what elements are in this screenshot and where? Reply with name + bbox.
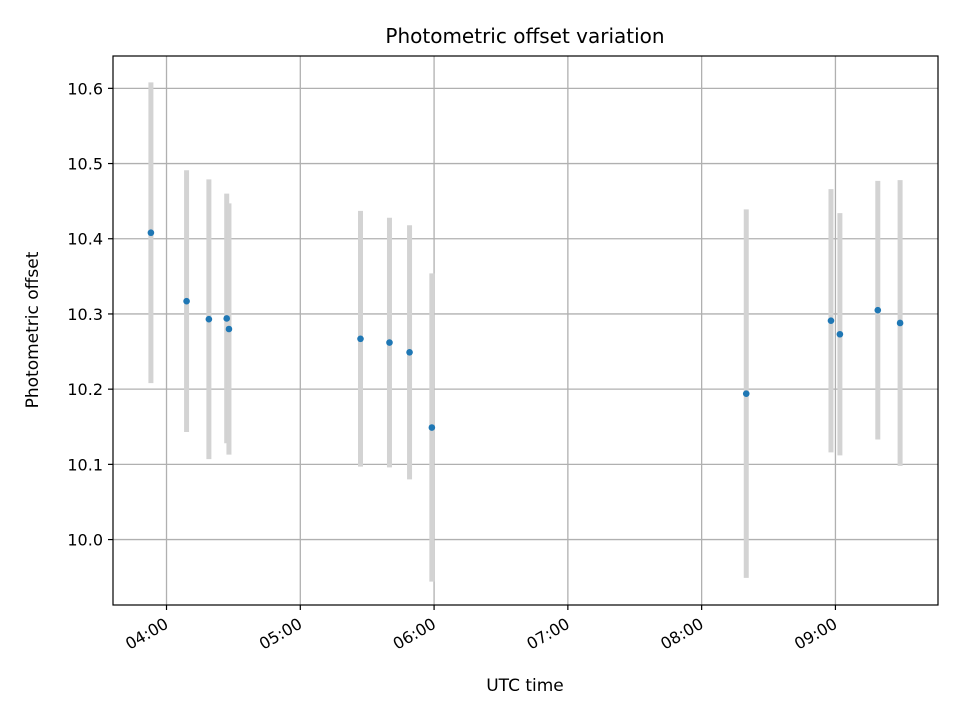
y-axis-label: Photometric offset	[23, 251, 43, 408]
data-point	[357, 335, 364, 343]
data-points	[147, 229, 904, 431]
data-point	[183, 297, 190, 305]
data-point	[223, 315, 231, 322]
data-point	[386, 339, 393, 346]
data-point	[874, 306, 882, 314]
y-tick-label: 10.0	[67, 531, 103, 550]
data-point	[742, 390, 750, 397]
x-axis-label: UTC time	[486, 676, 564, 696]
data-point	[836, 330, 844, 338]
data-point	[205, 315, 213, 323]
y-tick-label: 10.1	[67, 455, 103, 474]
data-point	[225, 325, 233, 333]
data-point	[896, 319, 904, 327]
chart-title: Photometric offset variation	[385, 24, 664, 48]
plot-frame	[112, 55, 939, 606]
y-tick-label: 10.2	[67, 380, 103, 399]
data-point	[406, 349, 413, 356]
data-point	[428, 424, 436, 431]
grid	[113, 56, 938, 605]
y-tick-label: 10.3	[67, 305, 103, 324]
y-axis-ticks: 10.0 10.1 10.2 10.3 10.4 10.5 10.6	[67, 79, 113, 550]
y-tick-label: 10.5	[67, 155, 103, 174]
y-tick-label: 10.4	[67, 230, 103, 249]
data-point	[827, 317, 835, 325]
data-point	[147, 229, 155, 237]
y-tick-label: 10.6	[67, 79, 103, 98]
